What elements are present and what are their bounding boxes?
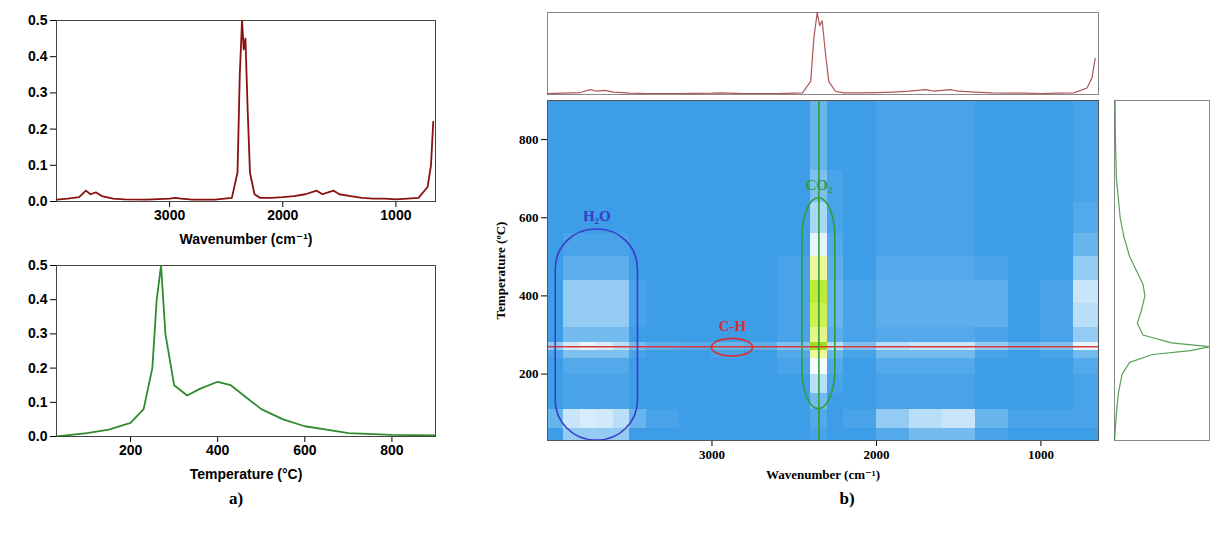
svg-text:Temperature (ºC): Temperature (ºC): [493, 222, 508, 320]
svg-text:3000: 3000: [699, 447, 725, 462]
svg-text:800: 800: [380, 442, 404, 458]
svg-text:0.3: 0.3: [28, 84, 48, 100]
svg-text:2000: 2000: [863, 447, 889, 462]
svg-text:Temperature (°C): Temperature (°C): [190, 466, 303, 482]
svg-text:0.4: 0.4: [28, 291, 48, 307]
svg-text:800: 800: [519, 132, 539, 147]
svg-text:0.2: 0.2: [28, 360, 48, 376]
svg-text:0.3: 0.3: [28, 325, 48, 341]
svg-text:0.2: 0.2: [28, 121, 48, 137]
svg-text:1000: 1000: [380, 207, 411, 223]
svg-text:0.4: 0.4: [28, 48, 48, 64]
svg-text:600: 600: [293, 442, 317, 458]
svg-text:0.1: 0.1: [28, 394, 48, 410]
svg-text:0.0: 0.0: [28, 428, 48, 444]
svg-text:0.1: 0.1: [28, 157, 48, 173]
svg-text:0.5: 0.5: [28, 12, 48, 28]
svg-text:200: 200: [519, 366, 539, 381]
svg-text:400: 400: [519, 288, 539, 303]
svg-text:1000: 1000: [1028, 447, 1054, 462]
svg-text:Wavenumber (cm⁻¹): Wavenumber (cm⁻¹): [180, 231, 313, 247]
svg-text:600: 600: [519, 210, 539, 225]
svg-text:3000: 3000: [154, 207, 185, 223]
svg-text:CO₂: CO₂: [805, 177, 833, 193]
svg-text:H₂O: H₂O: [583, 208, 611, 224]
svg-text:0.5: 0.5: [28, 257, 48, 273]
html-text:a): a): [228, 489, 244, 508]
svg-text:0.0: 0.0: [28, 193, 48, 209]
svg-text:C-H: C-H: [719, 318, 747, 334]
svg-text:2000: 2000: [267, 207, 298, 223]
svg-text:Wavenumber (cm⁻¹): Wavenumber (cm⁻¹): [766, 467, 880, 482]
svg-text:400: 400: [206, 442, 230, 458]
svg-text:200: 200: [119, 442, 143, 458]
html-text:b): b): [839, 489, 855, 508]
